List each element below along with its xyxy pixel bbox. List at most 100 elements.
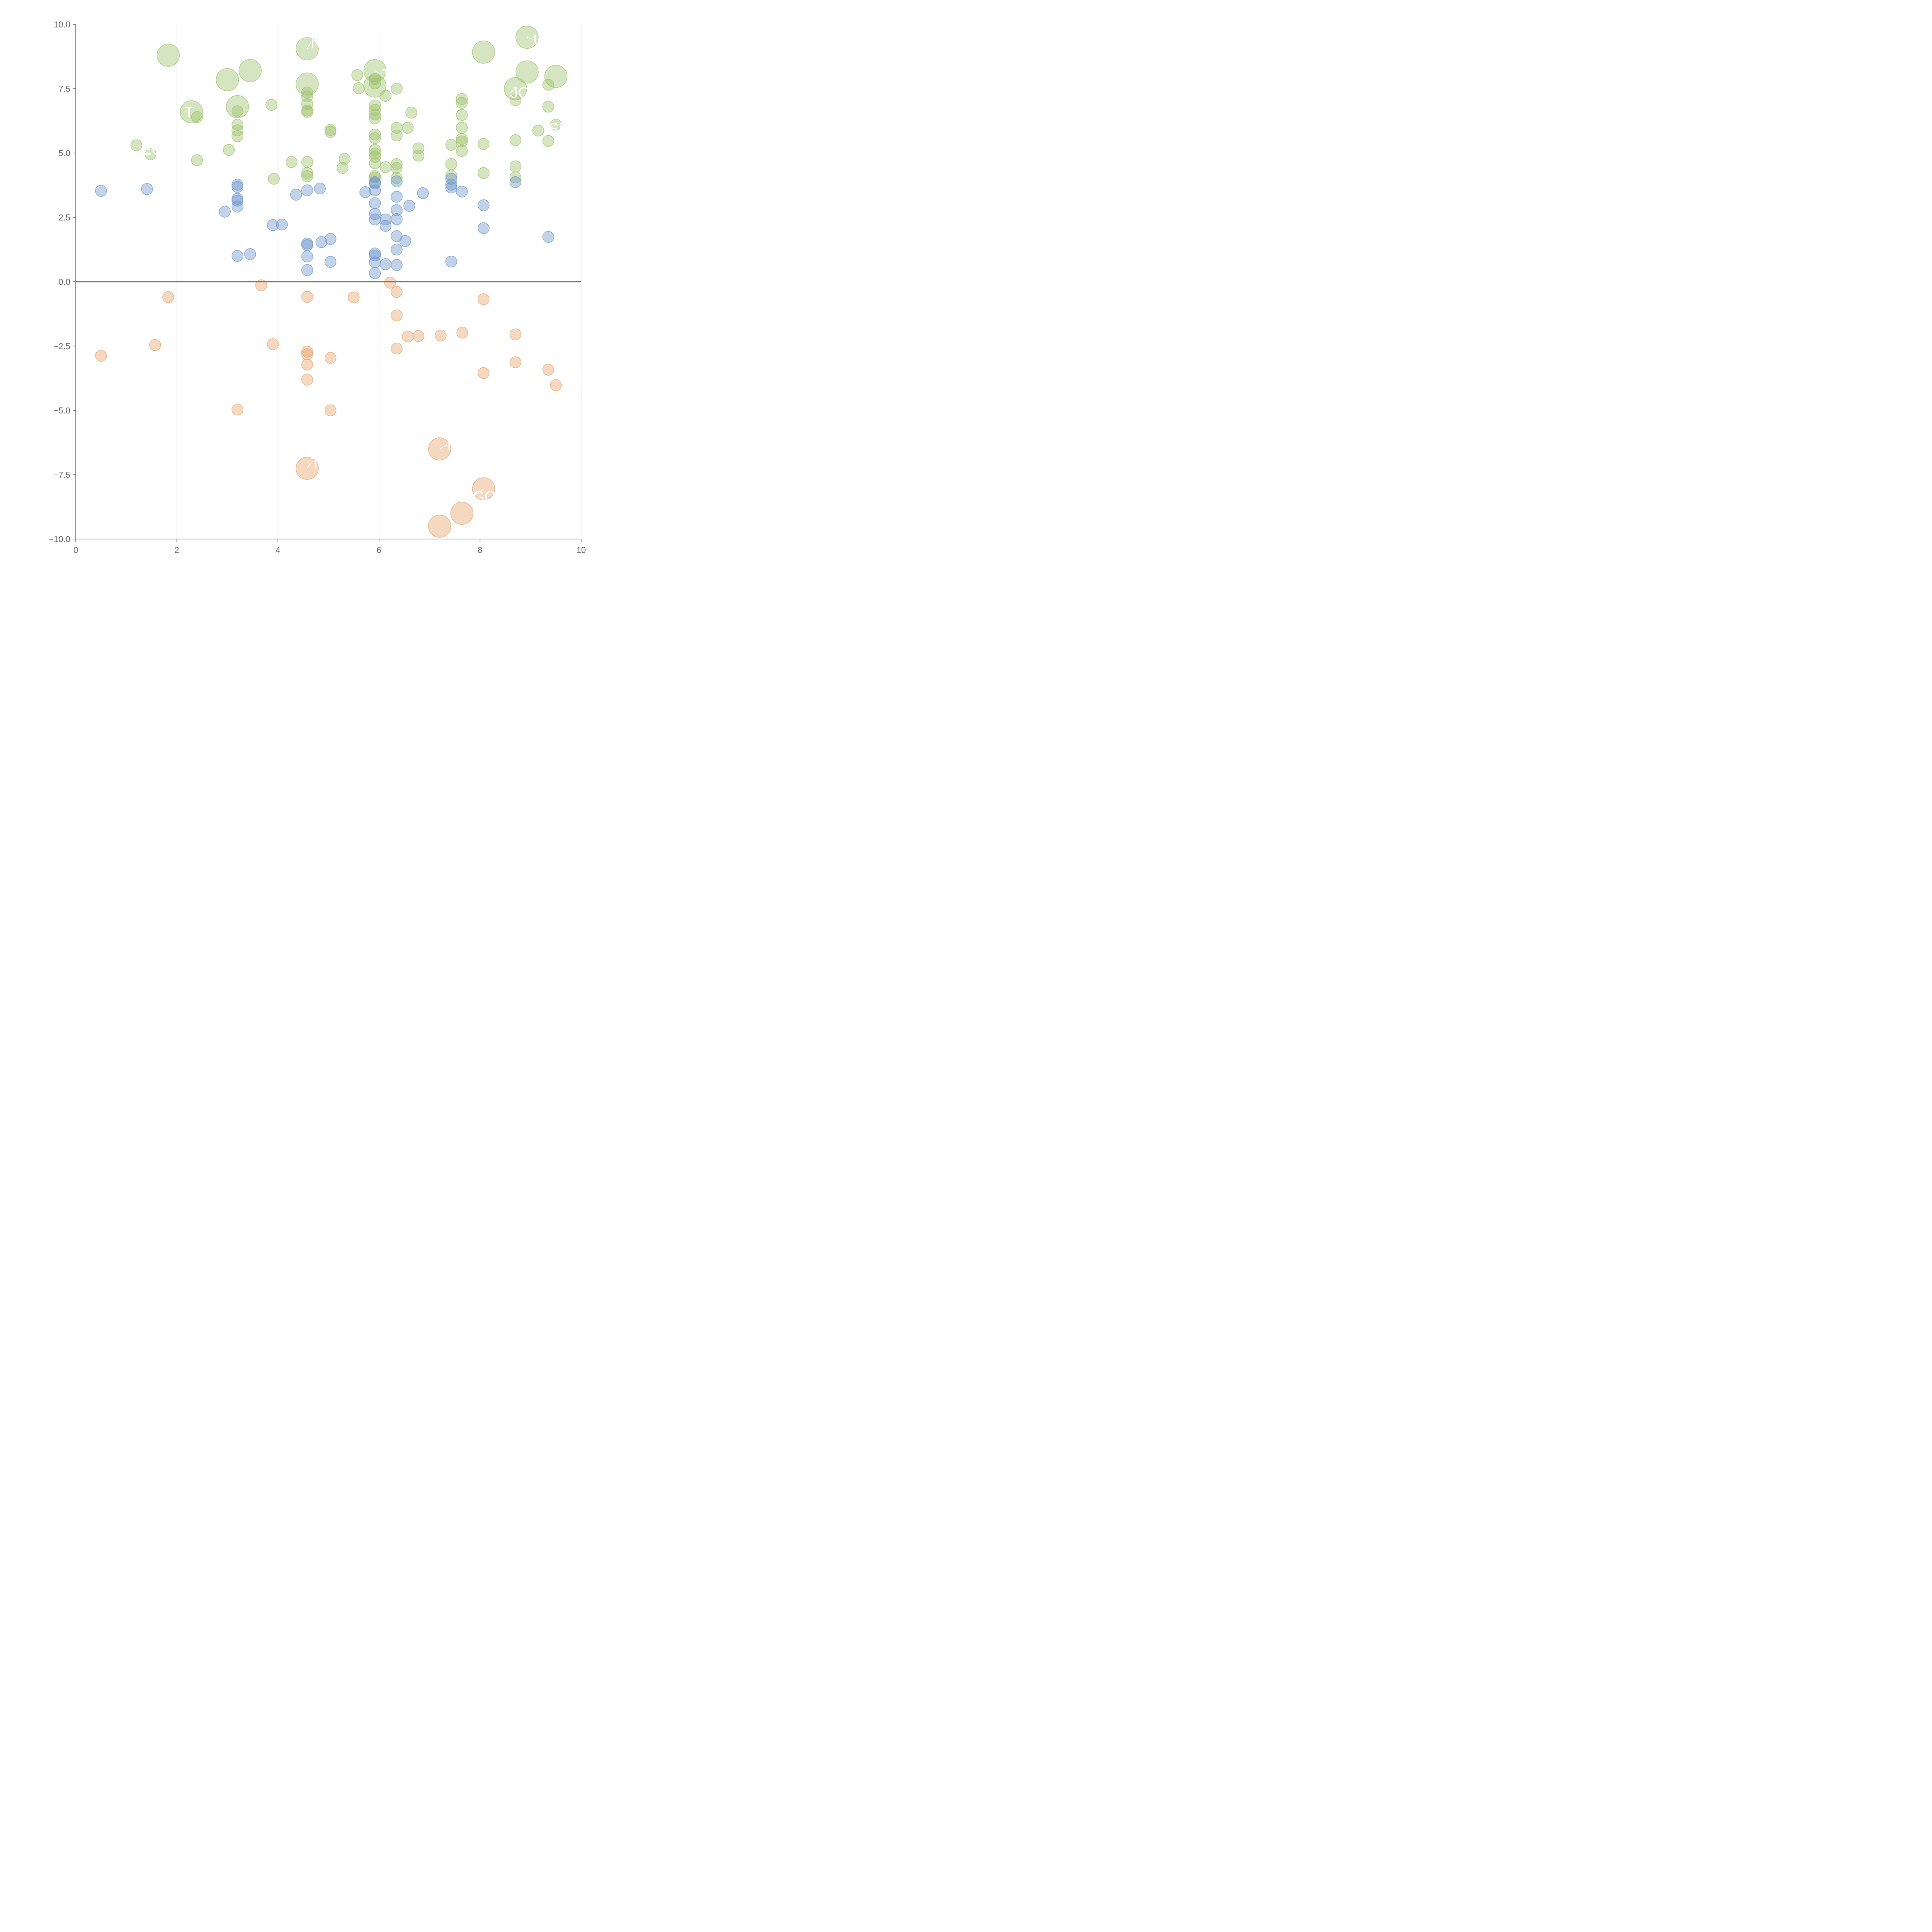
data-point: [191, 111, 203, 123]
data-point: [95, 185, 107, 197]
data-point: [542, 79, 554, 91]
data-point: [391, 342, 403, 355]
data-point: [509, 160, 522, 172]
data-point: [456, 93, 468, 105]
data-point: [267, 219, 279, 231]
data-point: [435, 329, 447, 342]
data-point: [391, 175, 403, 187]
data-point: [456, 109, 468, 121]
data-point: [403, 200, 415, 212]
bubble-chart: 0 2 4 6 8 10 10.0 7.5 5.0 2.5 0.0 −2.5 −5.0 −7.5 −10.0…: [49, 20, 586, 555]
data-point: [478, 199, 490, 211]
data-point: [509, 176, 522, 188]
x-tick-label: 0: [73, 545, 78, 555]
data-point: [301, 359, 313, 371]
data-point: [391, 259, 403, 271]
data-point: [456, 145, 468, 157]
data-point: [509, 94, 522, 106]
data-point: [391, 243, 403, 255]
data-point: [428, 514, 451, 538]
data-point: [391, 162, 403, 174]
data-point: [290, 189, 302, 201]
annotation-label: M: [447, 437, 460, 454]
data-point: [301, 184, 313, 196]
annotation-leader: [374, 70, 382, 75]
data-point: [369, 77, 381, 90]
data-point: [286, 156, 298, 168]
data-point: [391, 129, 403, 141]
axis-ticks: 0 2 4 6 8 10 10.0 7.5 5.0 2.5 0.0 −2.5 −5.0 −7.5 −10.0: [49, 20, 586, 555]
data-point: [369, 172, 381, 184]
data-point: [369, 112, 381, 124]
data-point: [384, 277, 396, 289]
data-point: [315, 236, 327, 248]
data-point: [399, 235, 412, 247]
annotation-label: SI: [548, 121, 563, 138]
data-point: [301, 167, 313, 179]
data-point: [445, 255, 457, 268]
data-point: [532, 124, 544, 137]
data-point: [550, 379, 562, 391]
data-point: [314, 182, 326, 195]
data-point: [141, 183, 153, 195]
annotation-leader: [472, 488, 484, 497]
y-tick-label: −7.5: [54, 470, 70, 480]
data-point: [379, 161, 392, 173]
data-point: [301, 250, 313, 262]
data-point: [149, 339, 161, 351]
data-point: [337, 162, 349, 174]
data-point: [338, 153, 351, 165]
data-point: [478, 293, 490, 305]
data-point: [391, 158, 403, 170]
data-point: [542, 364, 554, 376]
point-annotations: N T EOF T JO U SI M T GO: [141, 32, 563, 505]
data-point: [324, 126, 337, 138]
data-point: [391, 213, 403, 225]
x-tick-label: 8: [478, 545, 482, 555]
data-point: [379, 258, 392, 270]
data-point: [542, 135, 554, 147]
data-point: [509, 328, 522, 340]
x-tick-label: 6: [377, 545, 381, 555]
data-point: [391, 172, 403, 184]
data-point: [130, 139, 143, 151]
data-point: [95, 350, 107, 362]
data-point: [238, 59, 262, 82]
y-tick-label: 2.5: [58, 213, 70, 223]
data-point: [478, 367, 490, 379]
data-point: [369, 157, 381, 169]
data-point: [445, 170, 457, 182]
scatter-points: [95, 26, 568, 538]
data-point: [405, 107, 417, 119]
annotation-label: N: [311, 34, 322, 51]
data-point: [509, 134, 522, 146]
data-point: [301, 170, 313, 182]
data-point: [417, 187, 429, 199]
y-tick-label: 0.0: [58, 277, 70, 287]
data-point: [231, 250, 243, 262]
data-point: [445, 158, 457, 170]
data-point: [515, 60, 539, 83]
data-point: [542, 231, 554, 243]
annotation-leader: [548, 124, 556, 129]
data-point: [231, 201, 243, 213]
annotation-label: U: [533, 32, 544, 49]
data-point: [267, 338, 279, 350]
annotation-leader: [141, 149, 151, 155]
x-tick-label: 10: [577, 545, 586, 555]
data-point: [391, 204, 403, 216]
data-point: [445, 181, 457, 194]
data-point: [379, 90, 392, 102]
data-point: [369, 73, 381, 85]
y-tick-label: −10.0: [49, 534, 70, 544]
data-point: [359, 186, 371, 198]
data-point: [478, 222, 490, 234]
data-point: [255, 279, 267, 291]
data-point: [402, 122, 414, 134]
data-point: [509, 356, 522, 368]
annotation-leader: [307, 42, 311, 49]
data-point: [265, 99, 277, 111]
y-tick-label: 7.5: [58, 84, 70, 94]
annotation-label: JO: [510, 84, 530, 101]
data-point: [301, 106, 313, 118]
